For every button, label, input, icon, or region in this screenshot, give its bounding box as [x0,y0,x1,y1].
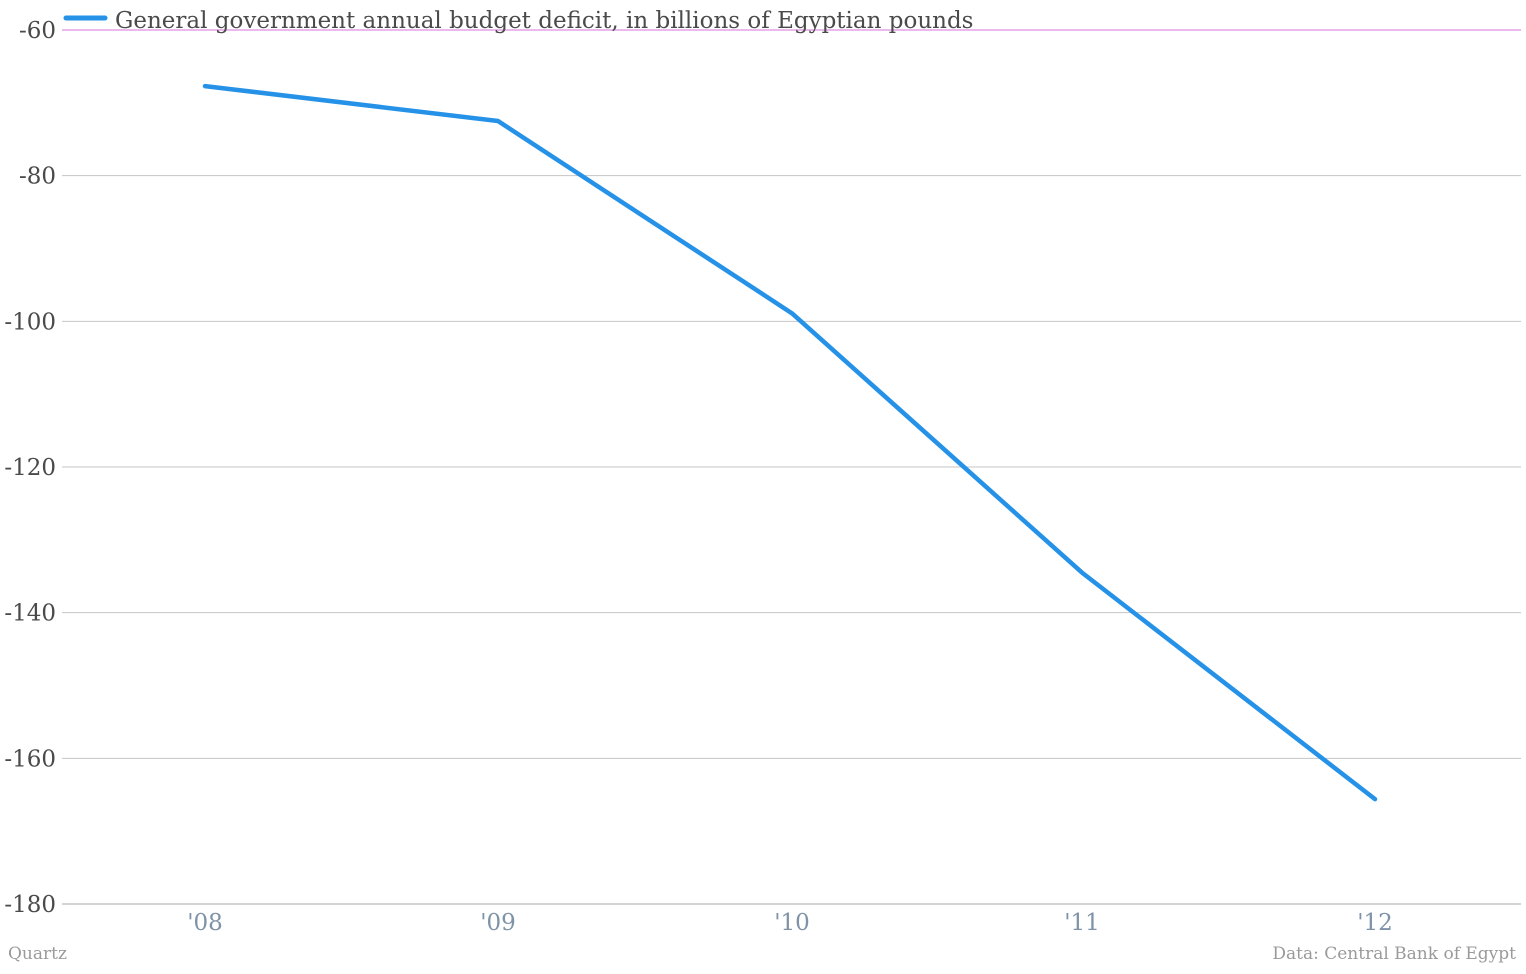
x-tick-label: '08 [187,910,223,936]
gridlines [62,29,1521,905]
series-line [202,83,1378,802]
source-right: Data: Central Bank of Egypt [1272,944,1516,964]
y-tick-label: -180 [4,892,56,918]
y-tick-label: -120 [4,455,56,481]
x-axis-ticks: '08 '09 '10 '11 '12 [187,910,1393,936]
y-axis-ticks: -60 -80 -100 -120 -140 -160 -180 [4,18,56,918]
x-tick-label: '11 [1064,910,1100,936]
y-tick-label: -60 [19,18,56,44]
legend: General government annual budget deficit… [63,8,973,34]
source-left: Quartz [8,944,67,964]
x-tick-label: '12 [1357,910,1393,936]
y-tick-label: -80 [19,164,56,190]
x-tick-label: '10 [774,910,810,936]
y-tick-label: -160 [4,746,56,772]
x-tick-label: '09 [480,910,516,936]
y-tick-label: -140 [4,601,56,627]
y-tick-label: -100 [4,309,56,335]
series-lines [202,83,1378,802]
legend-label: General government annual budget deficit… [115,8,973,34]
